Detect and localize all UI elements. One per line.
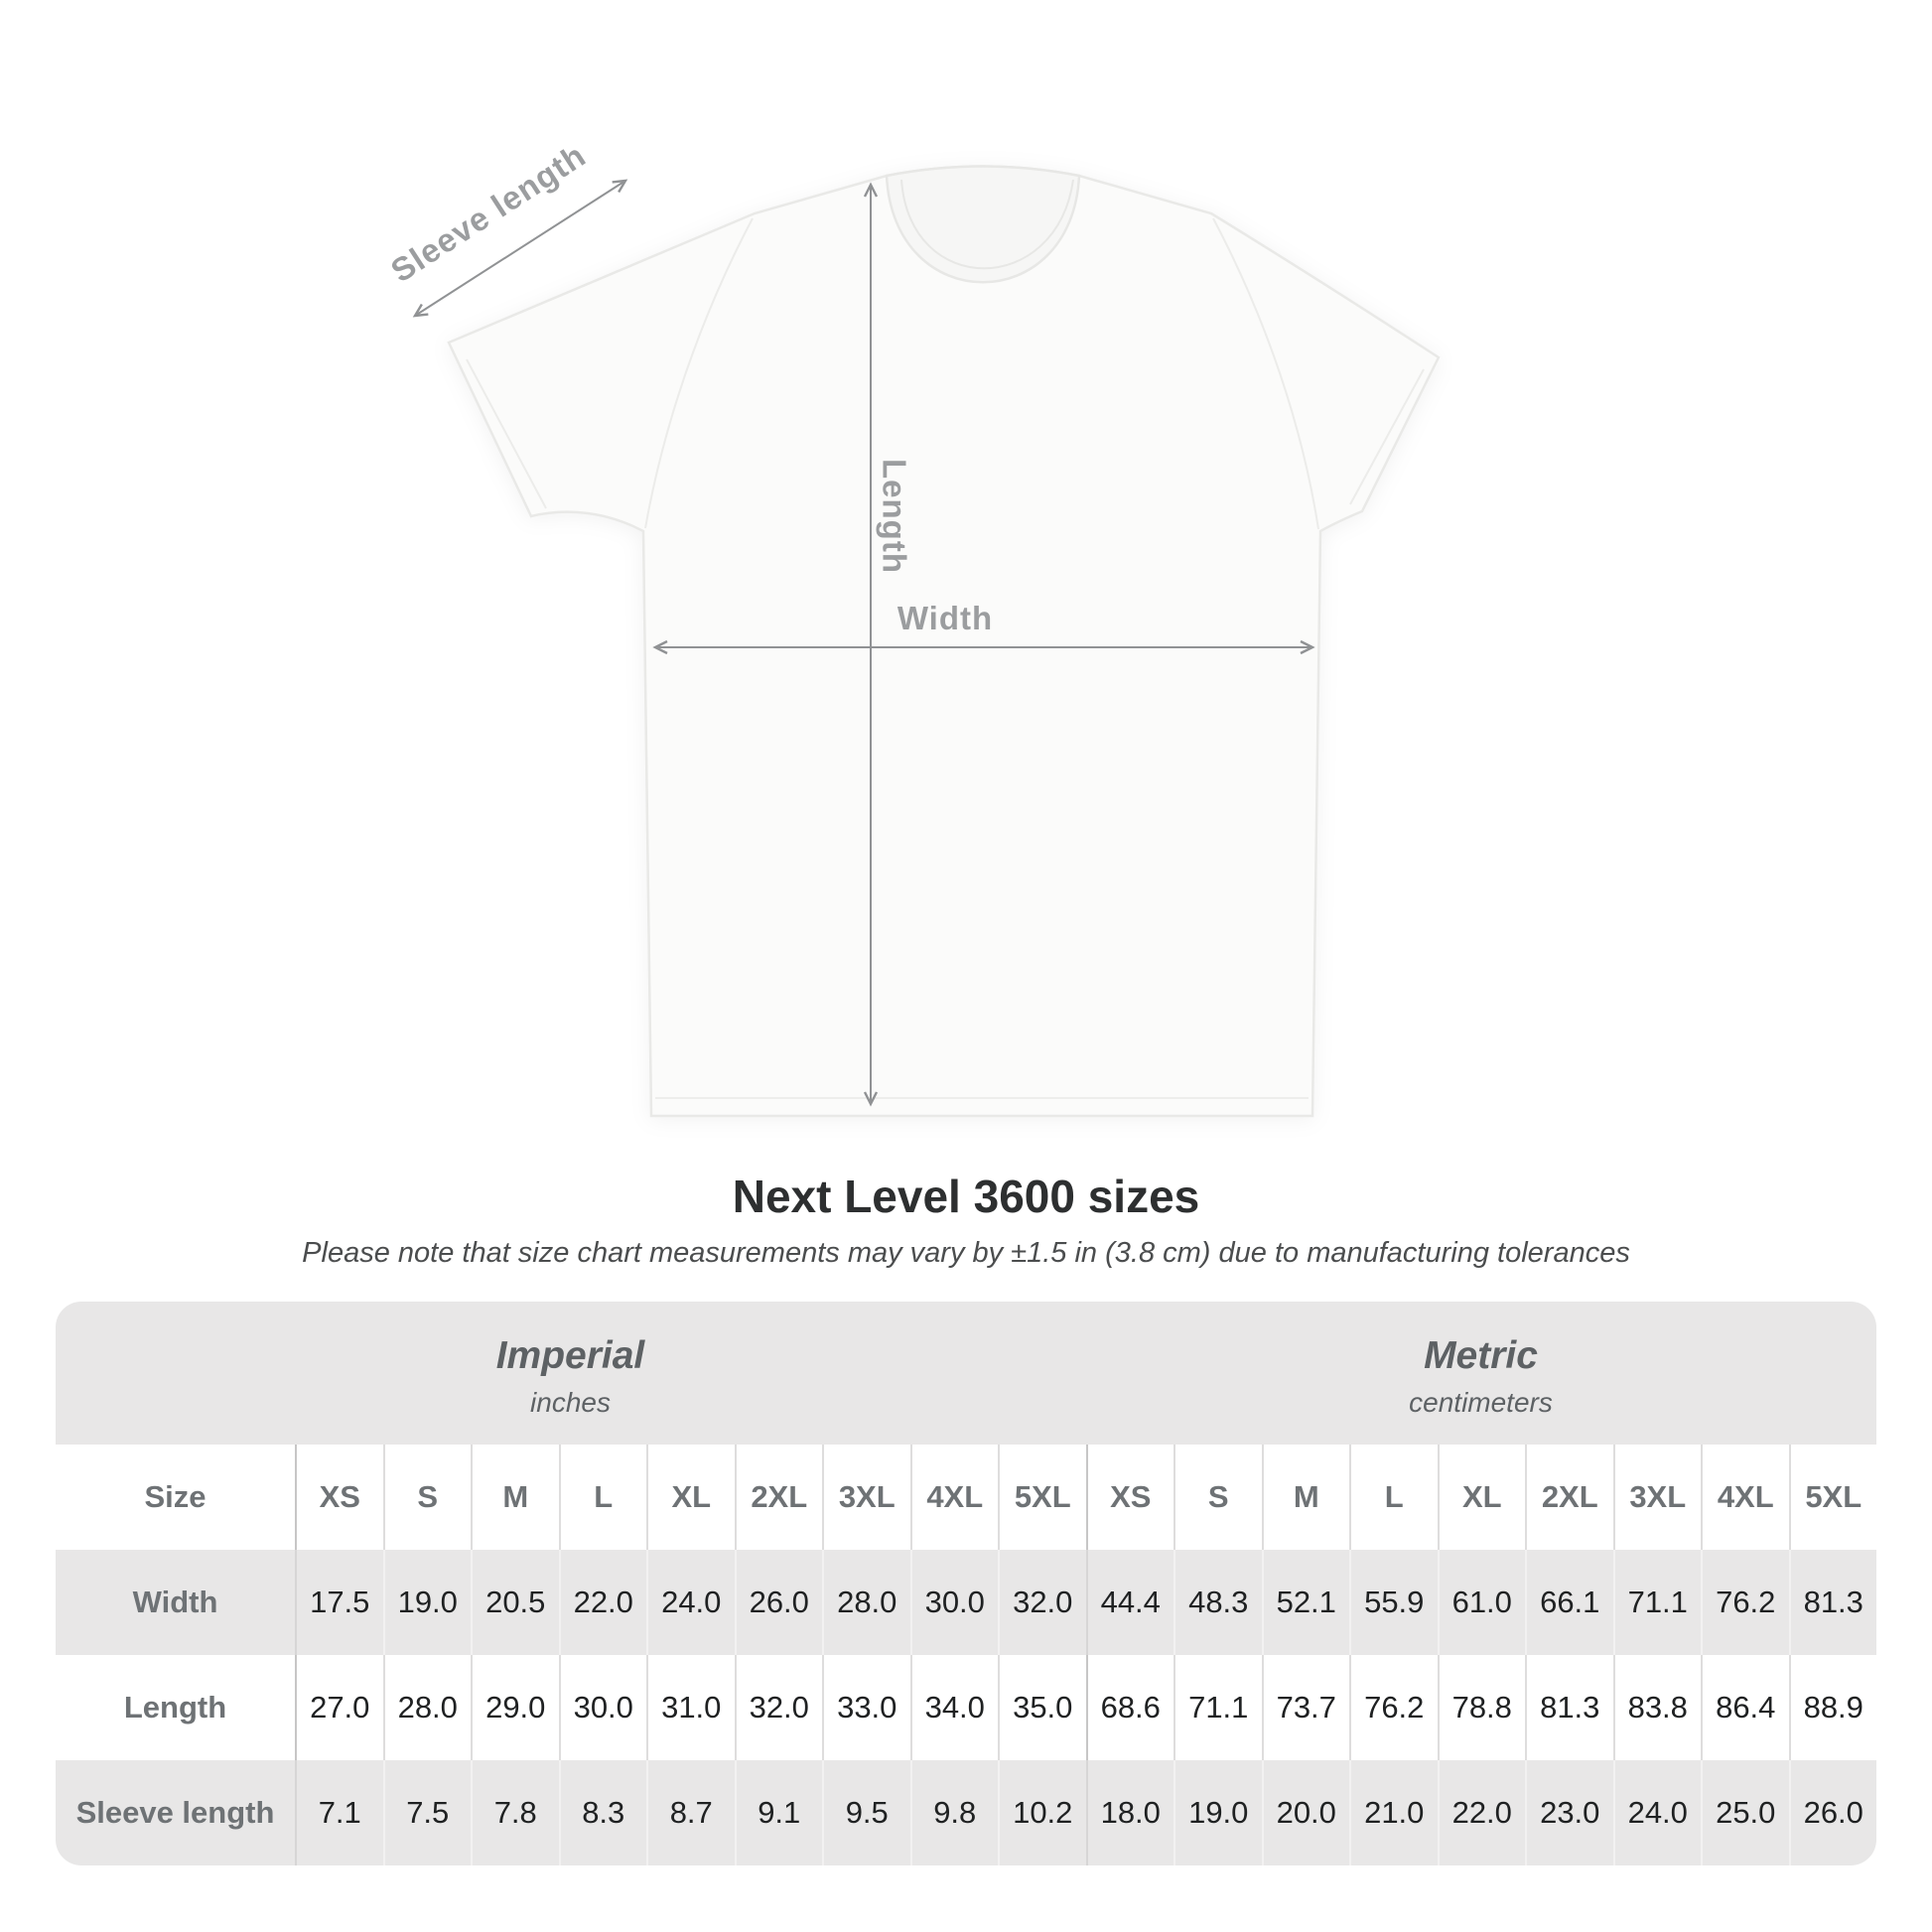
size-value-cell: 8.7 (646, 1760, 735, 1865)
size-value-cell: 25.0 (1701, 1760, 1789, 1865)
size-column-header: 4XL (909, 1445, 999, 1550)
size-column-header: L (1349, 1445, 1438, 1550)
imperial-title: Imperial (495, 1333, 645, 1377)
size-value-cell: 30.0 (558, 1655, 647, 1760)
unit-header-band: Imperial inches Metric centimeters (56, 1302, 1876, 1445)
size-column-header: M (471, 1445, 559, 1550)
size-table-grid: Size XS S M L XL 2XL 3XL 4XL 5XL XS S M L XL 2XL 3XL 4XL 5… (56, 1445, 1876, 1865)
size-header-row: Size XS S M L XL 2XL 3XL 4XL 5XL XS S M L XL 2XL 3XL 4XL 5… (56, 1445, 1876, 1550)
size-column-header: 2XL (1525, 1445, 1613, 1550)
size-value-cell: 61.0 (1437, 1550, 1526, 1655)
size-column-header: XL (1437, 1445, 1526, 1550)
size-value-cell: 66.1 (1525, 1550, 1613, 1655)
size-value-cell: 7.5 (382, 1760, 472, 1865)
size-value-cell: 86.4 (1701, 1655, 1789, 1760)
size-value-cell: 76.2 (1349, 1655, 1438, 1760)
row-label: Sleeve length (75, 1795, 275, 1830)
size-column-header: 5XL (998, 1445, 1086, 1550)
metric-header: Metric centimeters (1085, 1302, 1876, 1445)
tshirt-measurement-diagram: Length Width Sleeve length (384, 136, 1441, 1118)
size-value-cell: 26.0 (1788, 1760, 1877, 1865)
size-column-header: 2XL (734, 1445, 823, 1550)
size-value-cell: 9.5 (822, 1760, 910, 1865)
size-value-cell: 19.0 (382, 1550, 472, 1655)
size-value-cell: 21.0 (1349, 1760, 1438, 1865)
size-value-cell: 26.0 (734, 1550, 823, 1655)
width-arrow: Width (652, 600, 1315, 655)
size-value-cell: 9.1 (734, 1760, 823, 1865)
size-column-header: 5XL (1788, 1445, 1877, 1550)
size-column-header: L (558, 1445, 647, 1550)
size-column-header: 3XL (822, 1445, 910, 1550)
size-value-cell: 7.1 (295, 1760, 383, 1865)
size-value-cell: 33.0 (822, 1655, 910, 1760)
size-value-cell: 22.0 (558, 1550, 647, 1655)
width-label: Width (897, 600, 993, 636)
imperial-unit: inches (530, 1386, 611, 1418)
size-value-cell: 20.5 (471, 1550, 559, 1655)
size-value-cell: 28.0 (382, 1655, 472, 1760)
size-value-cell: 73.7 (1261, 1655, 1350, 1760)
size-value-cell: 88.9 (1788, 1655, 1877, 1760)
size-value-cell: 35.0 (998, 1655, 1086, 1760)
size-column-header: XL (646, 1445, 735, 1550)
size-value-cell: 81.3 (1788, 1550, 1877, 1655)
size-value-cell: 22.0 (1437, 1760, 1526, 1865)
size-value-cell: 32.0 (734, 1655, 823, 1760)
size-column-header: XS (295, 1445, 383, 1550)
size-value-cell: 30.0 (909, 1550, 999, 1655)
size-column-header: S (382, 1445, 472, 1550)
size-value-cell: 83.8 (1612, 1655, 1702, 1760)
size-value-cell: 20.0 (1261, 1760, 1350, 1865)
size-value-cell: 28.0 (822, 1550, 910, 1655)
size-value-cell: 24.0 (1612, 1760, 1702, 1865)
length-label: Length (876, 459, 912, 574)
size-value-cell: 29.0 (471, 1655, 559, 1760)
size-value-cell: 17.5 (295, 1550, 383, 1655)
metric-unit: centimeters (1409, 1386, 1553, 1418)
size-column-header: S (1173, 1445, 1262, 1550)
size-value-cell: 68.6 (1085, 1655, 1174, 1760)
row-label: Width (132, 1585, 218, 1619)
size-value-cell: 55.9 (1349, 1550, 1438, 1655)
size-value-cell: 7.8 (471, 1760, 559, 1865)
size-value-cell: 24.0 (646, 1550, 735, 1655)
size-value-cell: 44.4 (1085, 1550, 1174, 1655)
row-label: Size (144, 1479, 207, 1514)
size-value-cell: 48.3 (1173, 1550, 1262, 1655)
size-value-cell: 10.2 (998, 1760, 1086, 1865)
sleeve-length-label: Sleeve length (384, 136, 592, 289)
table-row: Width 17.5 19.0 20.5 22.0 24.0 26.0 28.0 30.0 32.… (56, 1550, 1876, 1655)
table-row: Length 27.0 28.0 29.0 30.0 31.0 32.0 33.0 34.0 35… (56, 1655, 1876, 1760)
size-value-cell: 18.0 (1085, 1760, 1174, 1865)
row-label: Length (123, 1690, 227, 1725)
size-value-cell: 19.0 (1173, 1760, 1262, 1865)
size-value-cell: 78.8 (1437, 1655, 1526, 1760)
tolerance-note: Please note that size chart measurements… (302, 1237, 1630, 1269)
size-value-cell: 76.2 (1701, 1550, 1789, 1655)
size-value-cell: 31.0 (646, 1655, 735, 1760)
size-value-cell: 34.0 (909, 1655, 999, 1760)
size-value-cell: 52.1 (1261, 1550, 1350, 1655)
size-value-cell: 32.0 (998, 1550, 1086, 1655)
size-value-cell: 9.8 (909, 1760, 999, 1865)
size-value-cell: 71.1 (1173, 1655, 1262, 1760)
size-column-header: 4XL (1701, 1445, 1789, 1550)
size-value-cell: 27.0 (295, 1655, 383, 1760)
size-table: Imperial inches Metric centimeters Size X… (56, 1302, 1876, 1865)
metric-title: Metric (1424, 1333, 1538, 1377)
size-column-header: 3XL (1612, 1445, 1702, 1550)
table-row: Sleeve length 7.1 7.5 7.8 8.3 8.7 9.1 9.5 9.8 10.… (56, 1760, 1876, 1865)
tshirt-graphic (447, 165, 1441, 1118)
imperial-header: Imperial inches (56, 1302, 1085, 1445)
page-title: Next Level 3600 sizes (732, 1171, 1200, 1222)
size-value-cell: 8.3 (558, 1760, 647, 1865)
size-value-cell: 23.0 (1525, 1760, 1613, 1865)
size-value-cell: 81.3 (1525, 1655, 1613, 1760)
size-value-cell: 71.1 (1612, 1550, 1702, 1655)
size-column-header: XS (1085, 1445, 1174, 1550)
size-column-header: M (1261, 1445, 1350, 1550)
